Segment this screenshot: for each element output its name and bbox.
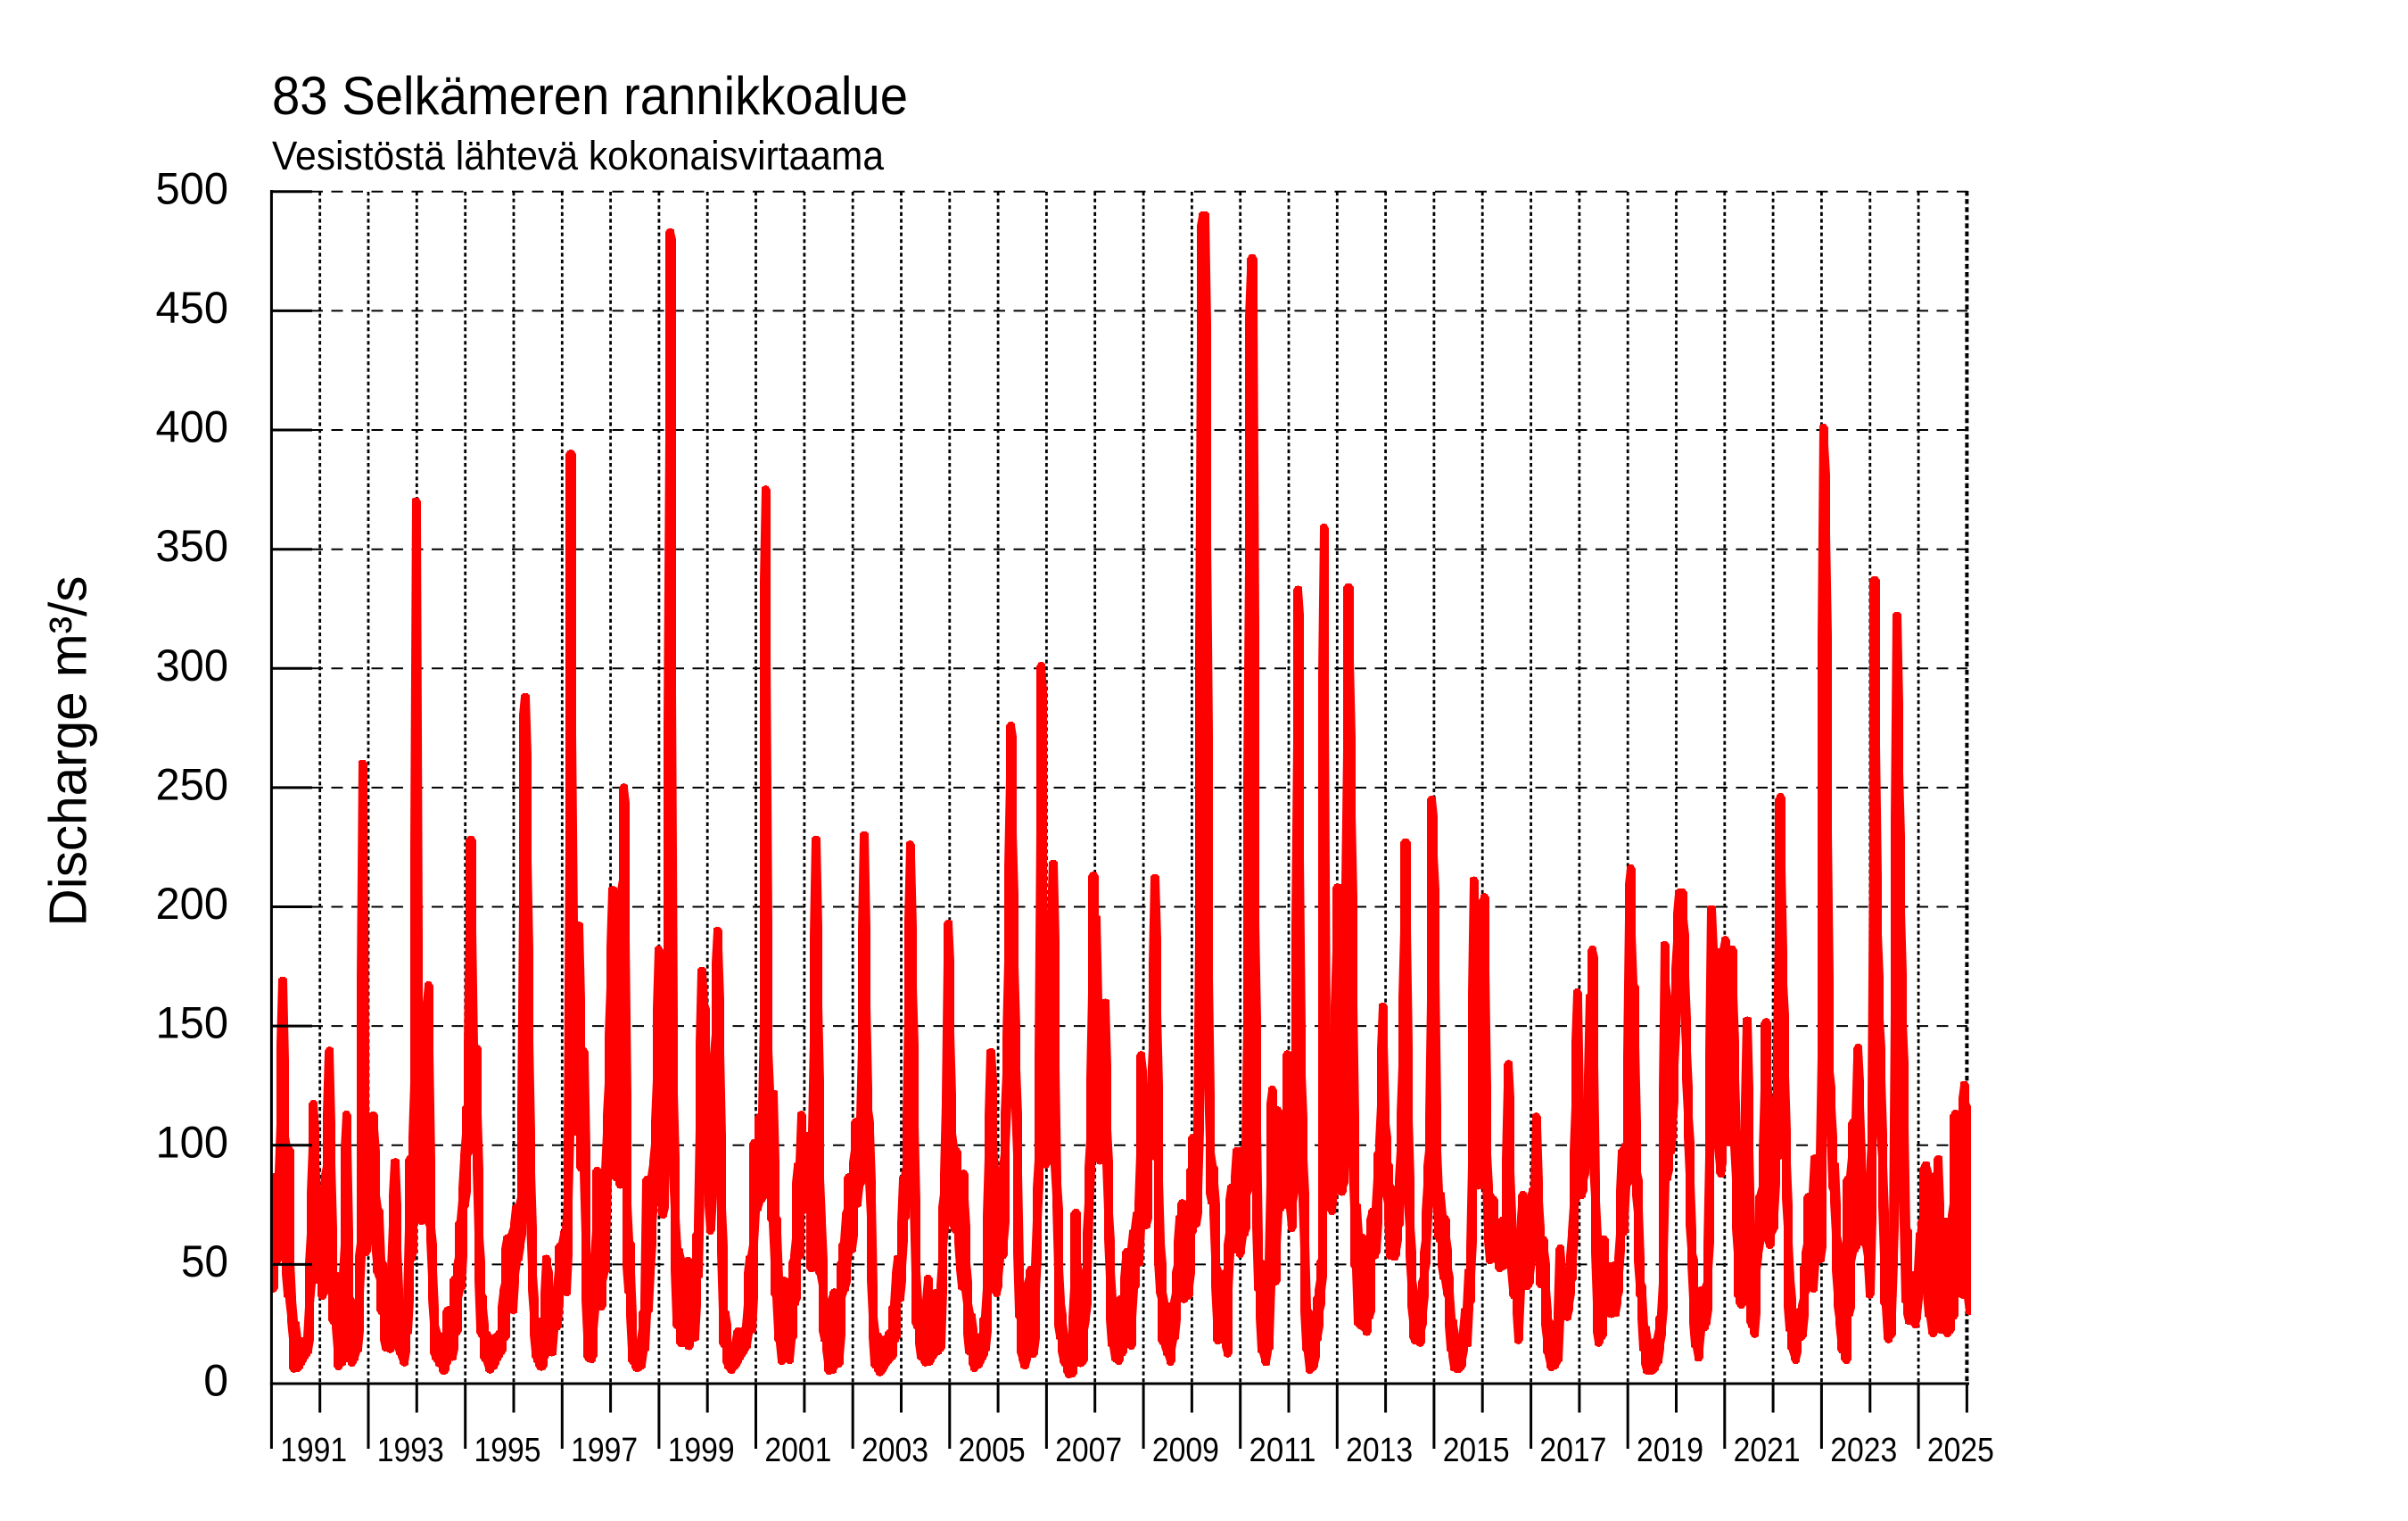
svg-text:100: 100 (156, 1117, 229, 1167)
svg-text:Vesistöstä lähtevä kokonaisvir: Vesistöstä lähtevä kokonaisvirtaama (272, 133, 885, 178)
svg-text:2003: 2003 (862, 1432, 928, 1469)
svg-text:1995: 1995 (474, 1432, 541, 1469)
svg-text:250: 250 (156, 759, 229, 809)
svg-text:300: 300 (156, 641, 229, 690)
svg-text:350: 350 (156, 521, 229, 571)
svg-text:1999: 1999 (668, 1432, 735, 1469)
svg-text:2019: 2019 (1637, 1432, 1703, 1469)
svg-text:2001: 2001 (764, 1432, 831, 1469)
svg-text:1993: 1993 (377, 1432, 444, 1469)
svg-text:2021: 2021 (1734, 1432, 1801, 1469)
svg-text:500: 500 (156, 163, 229, 213)
svg-text:2009: 2009 (1152, 1432, 1219, 1469)
svg-text:2005: 2005 (959, 1432, 1026, 1469)
svg-text:2007: 2007 (1055, 1432, 1122, 1469)
svg-text:50: 50 (181, 1236, 228, 1286)
svg-text:2011: 2011 (1249, 1432, 1316, 1469)
svg-text:2015: 2015 (1443, 1432, 1510, 1469)
svg-text:450: 450 (156, 283, 229, 333)
svg-text:Discharge m³/s: Discharge m³/s (39, 576, 98, 927)
svg-text:2013: 2013 (1346, 1432, 1413, 1469)
svg-text:150: 150 (156, 998, 229, 1048)
svg-text:2025: 2025 (1927, 1432, 1994, 1469)
svg-text:400: 400 (156, 402, 229, 452)
svg-text:200: 200 (156, 879, 229, 929)
svg-text:1991: 1991 (280, 1432, 347, 1469)
svg-text:83 Selkämeren rannikkoalue: 83 Selkämeren rannikkoalue (272, 66, 908, 126)
svg-text:2023: 2023 (1830, 1432, 1897, 1469)
svg-text:2017: 2017 (1539, 1432, 1606, 1469)
svg-text:1997: 1997 (571, 1432, 638, 1469)
svg-text:0: 0 (203, 1356, 228, 1406)
